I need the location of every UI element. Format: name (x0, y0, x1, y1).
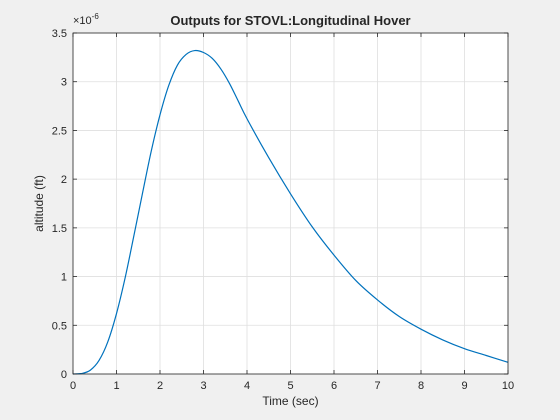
x-axis-title: Time (sec) (262, 394, 318, 408)
y-axis-exponent: ×10-6 (73, 12, 99, 27)
tick-labels: 0 1 2 3 4 5 6 7 8 9 10 0 0.5 1 1.5 2 2.5 3 3.5 (52, 28, 514, 392)
x-tick-label: 7 (374, 380, 380, 392)
series-layer (72, 49, 509, 375)
y-tick-label: 1.5 (52, 223, 67, 235)
y-axis-title: altitude (ft) (32, 175, 46, 232)
y-tick-label: 3 (61, 77, 67, 89)
x-tick-label: 0 (70, 380, 76, 392)
x-tick-label: 9 (461, 380, 467, 392)
x-tick-label: 10 (502, 380, 514, 392)
y-tick-label: 1 (61, 272, 67, 284)
y-axis-exponent-value: -6 (92, 12, 100, 21)
y-tick-label: 0.5 (52, 320, 67, 332)
y-tick-label: 2.5 (52, 125, 67, 137)
y-tick-label: 0 (61, 369, 67, 381)
y-tick-label: 2 (61, 174, 67, 186)
tick-marks (72, 32, 509, 375)
x-tick-label: 6 (331, 380, 337, 392)
x-tick-label: 8 (418, 380, 424, 392)
x-tick-label: 5 (287, 380, 293, 392)
x-tick-label: 3 (200, 380, 206, 392)
chart-title: Outputs for STOVL:Longitudinal Hover (170, 13, 410, 28)
x-tick-label: 1 (113, 380, 119, 392)
y-tick-label: 3.5 (52, 28, 67, 40)
x-tick-label: 4 (244, 380, 250, 392)
x-tick-label: 2 (157, 380, 163, 392)
series-line (72, 49, 509, 375)
